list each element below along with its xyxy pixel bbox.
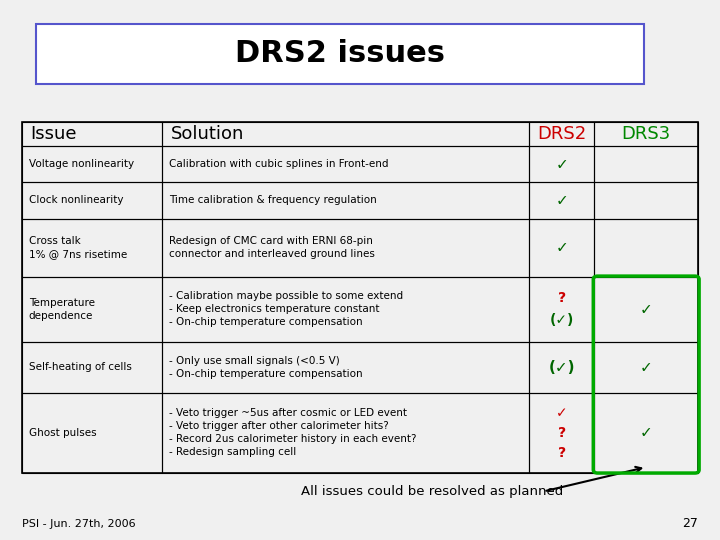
Bar xyxy=(594,393,698,472)
Text: Issue: Issue xyxy=(30,125,77,143)
Text: ✓: ✓ xyxy=(555,157,568,172)
Bar xyxy=(529,276,594,342)
Text: Ghost pulses: Ghost pulses xyxy=(29,428,96,437)
Text: - Only use small signals (<0.5 V)
- On-chip temperature compensation: - Only use small signals (<0.5 V) - On-c… xyxy=(169,356,363,379)
Bar xyxy=(162,276,529,342)
Bar xyxy=(594,276,698,342)
Bar xyxy=(36,24,644,84)
Bar xyxy=(594,183,698,219)
Bar xyxy=(162,122,529,146)
Bar xyxy=(529,393,594,472)
Text: Calibration with cubic splines in Front-end: Calibration with cubic splines in Front-… xyxy=(169,159,389,169)
Text: All issues could be resolved as planned: All issues could be resolved as planned xyxy=(301,485,563,498)
Text: ✓: ✓ xyxy=(556,406,567,420)
Bar xyxy=(594,122,698,146)
Bar xyxy=(594,146,698,183)
Bar xyxy=(529,183,594,219)
Text: Redesign of CMC card with ERNI 68-pin
connector and interleaved ground lines: Redesign of CMC card with ERNI 68-pin co… xyxy=(169,236,375,259)
Bar xyxy=(529,342,594,393)
Bar xyxy=(22,342,162,393)
Bar xyxy=(22,146,162,183)
Text: PSI - Jun. 27th, 2006: PSI - Jun. 27th, 2006 xyxy=(22,519,135,529)
Bar xyxy=(594,342,698,393)
Text: Solution: Solution xyxy=(171,125,244,143)
Bar xyxy=(22,276,162,342)
Text: Clock nonlinearity: Clock nonlinearity xyxy=(29,195,123,206)
Text: ✓: ✓ xyxy=(555,240,568,255)
Bar xyxy=(22,122,162,146)
Text: Voltage nonlinearity: Voltage nonlinearity xyxy=(29,159,134,169)
Text: DRS2 issues: DRS2 issues xyxy=(235,39,445,69)
Text: ✓: ✓ xyxy=(640,302,652,317)
Bar xyxy=(162,183,529,219)
Text: ?: ? xyxy=(557,426,566,440)
Bar xyxy=(162,219,529,276)
Text: (✓): (✓) xyxy=(549,313,574,327)
Bar xyxy=(162,342,529,393)
Text: - Veto trigger ~5us after cosmic or LED event
- Veto trigger after other calorim: - Veto trigger ~5us after cosmic or LED … xyxy=(169,408,417,457)
Bar xyxy=(162,393,529,472)
Text: 27: 27 xyxy=(683,517,698,530)
Bar xyxy=(22,219,162,276)
Text: DRS3: DRS3 xyxy=(621,125,671,143)
Text: ?: ? xyxy=(557,292,566,306)
Bar xyxy=(22,183,162,219)
Bar xyxy=(22,393,162,472)
Text: - Calibration maybe possible to some extend
- Keep electronics temperature const: - Calibration maybe possible to some ext… xyxy=(169,292,403,327)
Text: ?: ? xyxy=(557,446,566,460)
Bar xyxy=(529,219,594,276)
Bar xyxy=(594,219,698,276)
Text: (✓): (✓) xyxy=(549,360,575,375)
Text: Self-heating of cells: Self-heating of cells xyxy=(29,362,132,372)
Bar xyxy=(529,146,594,183)
Text: ✓: ✓ xyxy=(640,360,652,375)
Bar xyxy=(162,146,529,183)
Text: DRS2: DRS2 xyxy=(537,125,586,143)
Text: Temperature
dependence: Temperature dependence xyxy=(29,298,95,321)
Text: Cross talk
1% @ 7ns risetime: Cross talk 1% @ 7ns risetime xyxy=(29,236,127,259)
Bar xyxy=(22,122,698,472)
Text: Time calibration & frequency regulation: Time calibration & frequency regulation xyxy=(169,195,377,206)
Text: ✓: ✓ xyxy=(555,193,568,208)
Bar xyxy=(529,122,594,146)
Text: ✓: ✓ xyxy=(640,425,652,440)
